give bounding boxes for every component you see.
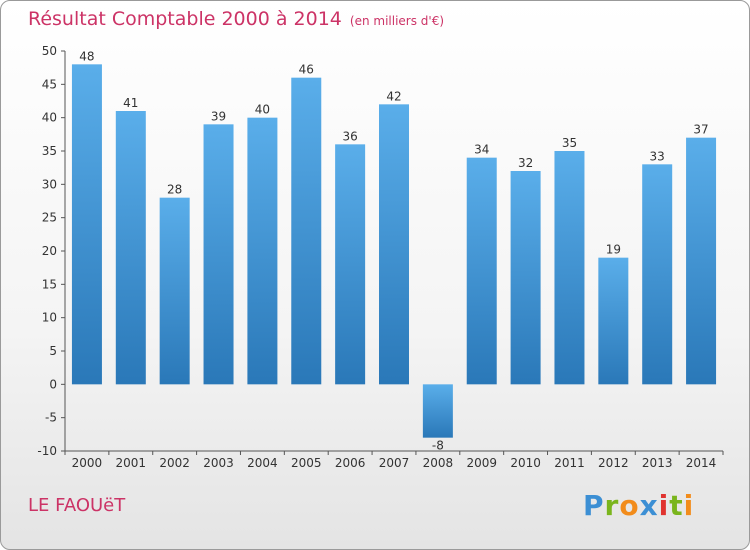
bar: [554, 151, 585, 385]
logo-letter: P: [583, 489, 605, 522]
data-label: 35: [562, 136, 577, 150]
data-label: -8: [432, 439, 444, 453]
data-label: 34: [474, 143, 489, 157]
y-tick-label: 35: [42, 144, 57, 158]
bar: [115, 111, 146, 385]
data-label: 42: [386, 89, 401, 103]
logo-letter: i: [658, 489, 670, 522]
chart-title: Résultat Comptable 2000 à 2014 (en millie…: [28, 8, 444, 30]
x-tick-label: 2011: [554, 456, 585, 470]
data-label: 19: [606, 243, 621, 257]
x-tick-label: 2008: [423, 456, 454, 470]
data-label: 39: [211, 109, 226, 123]
y-tick-label: 50: [42, 44, 57, 58]
y-tick-label: -5: [45, 411, 57, 425]
x-tick-label: 2000: [72, 456, 103, 470]
x-tick-label: 2010: [510, 456, 541, 470]
data-label: 41: [123, 96, 138, 110]
bar: [510, 171, 541, 385]
logo-letter: o: [619, 489, 640, 522]
commune-name: LE FAOUëT: [28, 495, 126, 516]
bar: [335, 144, 366, 385]
x-tick-label: 2006: [335, 456, 366, 470]
logo-letter: t: [669, 489, 684, 522]
y-tick-label: -10: [37, 444, 57, 458]
x-tick-label: 2005: [291, 456, 322, 470]
data-label: 28: [167, 183, 182, 197]
x-tick-label: 2003: [203, 456, 234, 470]
data-label: 33: [650, 149, 665, 163]
bar: [686, 137, 717, 385]
data-label: 40: [255, 103, 270, 117]
bar: [598, 257, 629, 385]
bar: [203, 124, 234, 385]
y-tick-label: 30: [42, 177, 57, 191]
data-label: 32: [518, 156, 533, 170]
data-label: 37: [693, 123, 708, 137]
y-tick-label: 20: [42, 244, 57, 258]
data-label: 36: [342, 129, 357, 143]
y-tick-label: 0: [49, 377, 57, 391]
title-text: Résultat Comptable 2000 à 2014: [28, 8, 342, 30]
x-tick-label: 2007: [379, 456, 410, 470]
y-tick-label: 10: [42, 311, 57, 325]
bar: [466, 157, 497, 385]
x-tick-label: 2009: [466, 456, 497, 470]
bar: [379, 104, 409, 385]
bar: [422, 384, 453, 438]
y-tick-label: 5: [49, 344, 57, 358]
data-label: 48: [79, 49, 94, 63]
logo-letter: x: [639, 489, 659, 522]
x-tick-label: 2013: [642, 456, 673, 470]
x-tick-label: 2004: [247, 456, 278, 470]
y-tick-label: 25: [42, 211, 57, 225]
y-tick-label: 45: [42, 77, 57, 91]
x-tick-label: 2002: [159, 456, 190, 470]
x-tick-label: 2001: [116, 456, 147, 470]
title-unit: (en milliers d'€): [349, 14, 445, 28]
logo-letter: r: [604, 489, 620, 522]
y-tick-label: 15: [42, 277, 57, 291]
bar: [642, 164, 673, 385]
data-label: 46: [299, 63, 314, 77]
y-tick-label: 40: [42, 111, 57, 125]
x-tick-label: 2014: [686, 456, 717, 470]
logo-letter: i: [683, 489, 695, 522]
x-tick-label: 2012: [598, 456, 629, 470]
bar: [247, 117, 278, 385]
bar: [71, 64, 102, 385]
bar: [291, 77, 322, 385]
bar: [159, 197, 190, 385]
proxiti-logo[interactable]: Proxiti: [583, 489, 694, 522]
